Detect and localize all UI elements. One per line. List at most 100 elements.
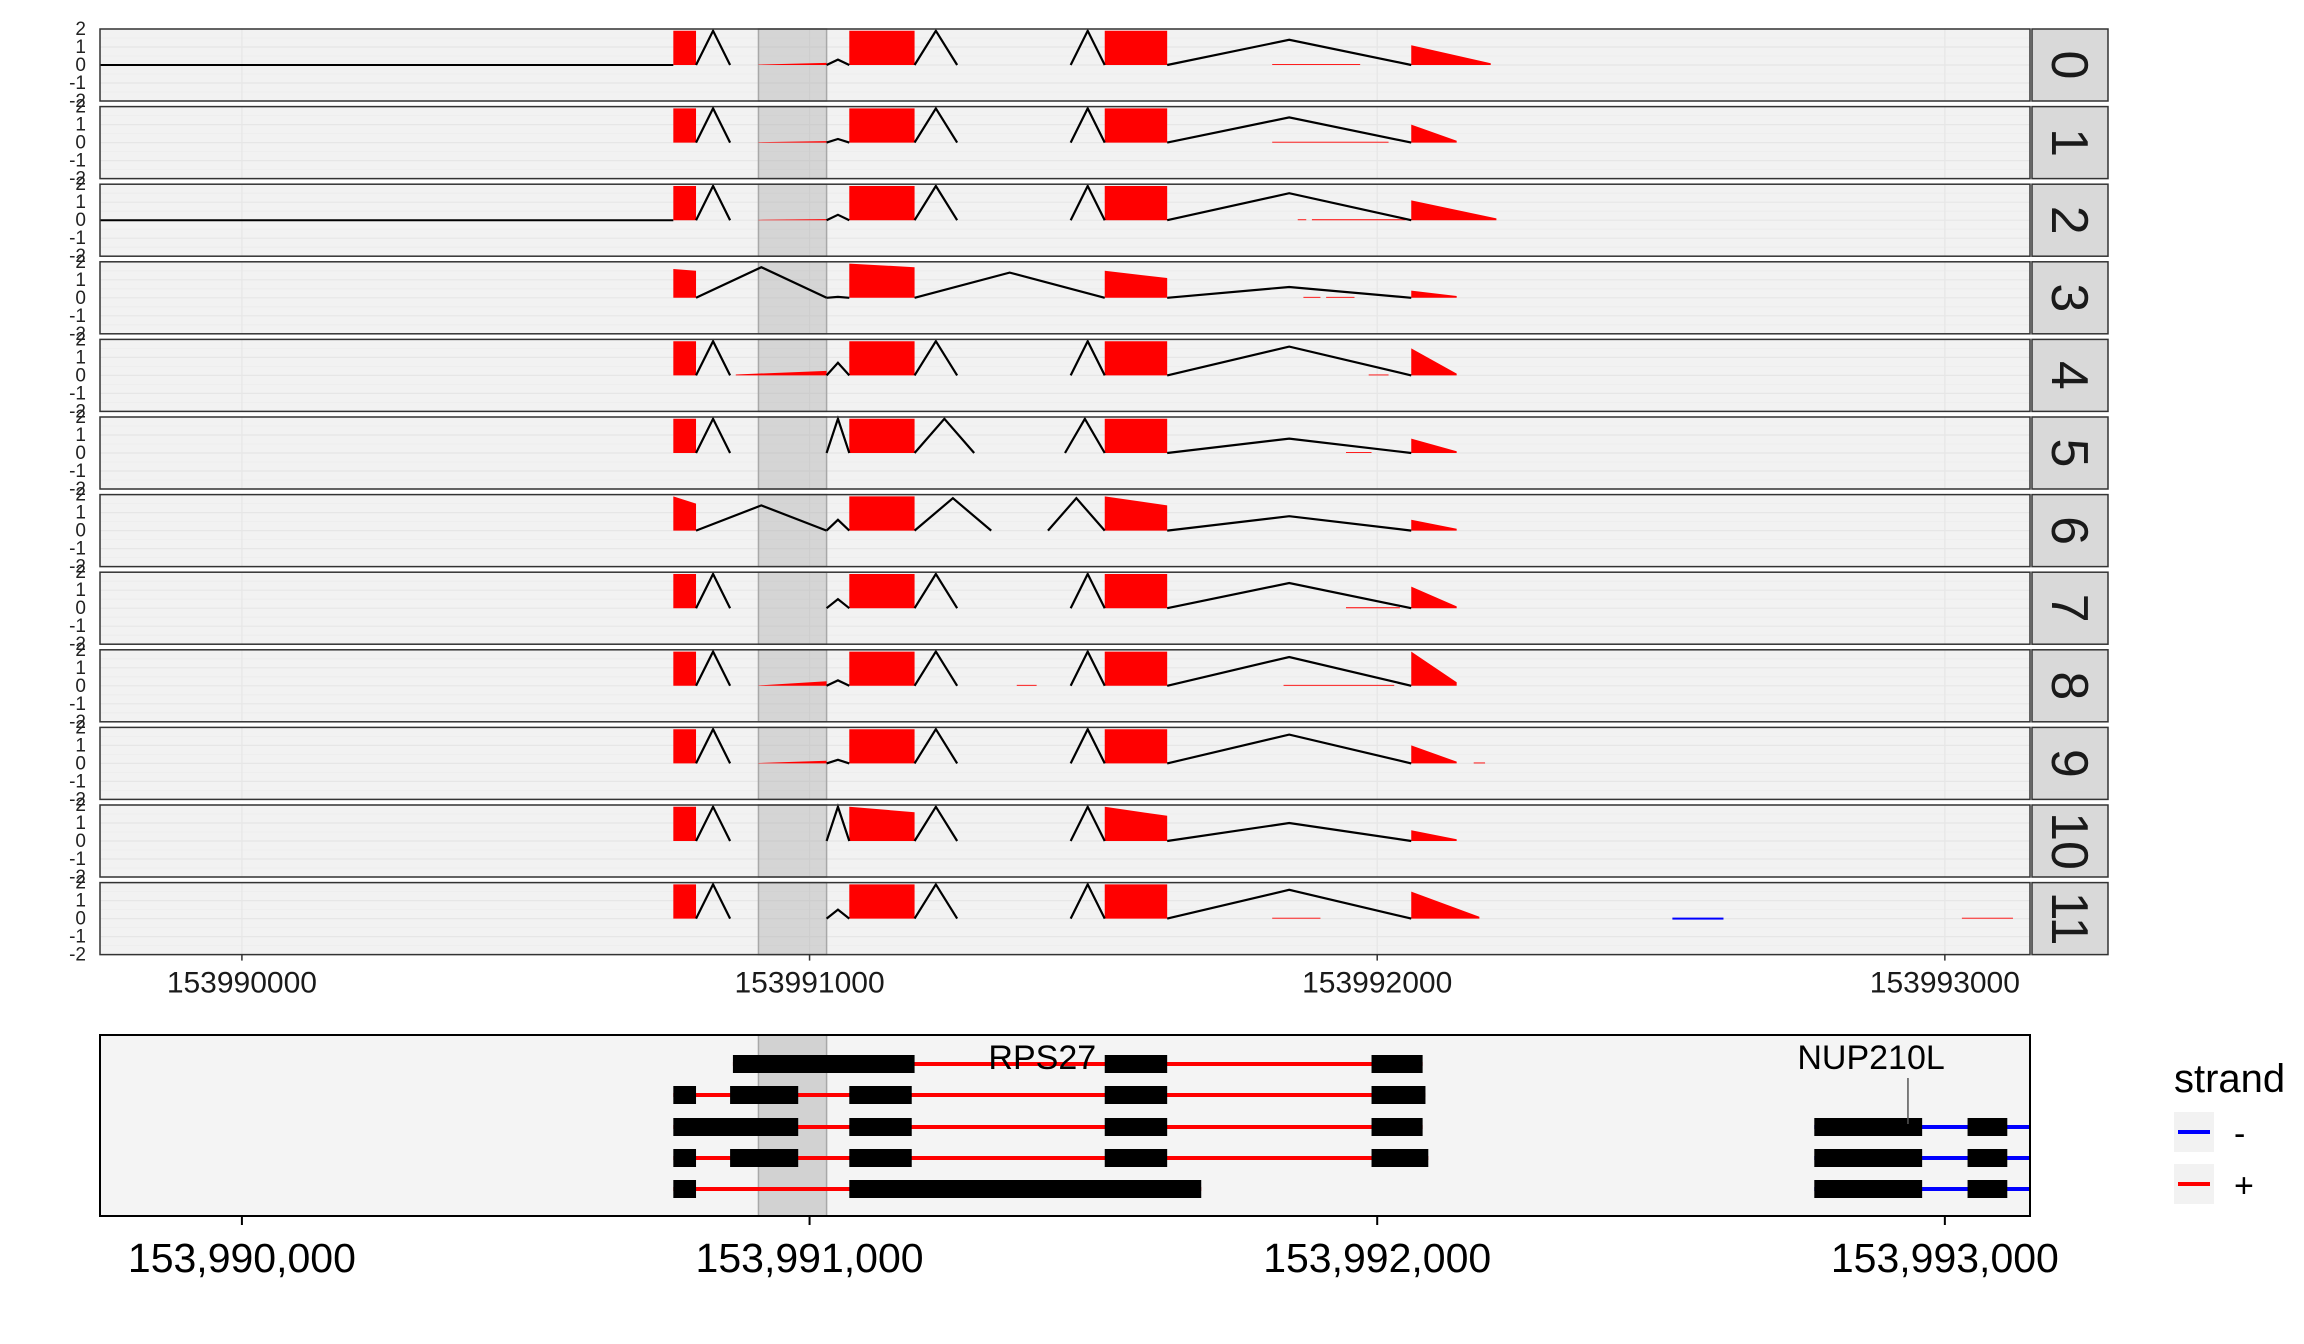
y-tick-label: -1 — [69, 771, 86, 792]
facet-strip — [2031, 261, 2109, 335]
facet-strip — [2031, 571, 2109, 645]
coverage-area — [849, 806, 915, 841]
highlight-region — [757, 804, 828, 878]
coverage-area — [1104, 341, 1168, 376]
exon — [673, 1118, 799, 1136]
junction-arc — [1069, 183, 1106, 221]
panel-9: 210-1-2 9 — [69, 717, 2109, 810]
coverage-area — [1104, 418, 1168, 453]
x-tick-label: 153,991,000 — [696, 1235, 924, 1281]
coverage-area — [673, 884, 697, 919]
y-tick-label: 2 — [75, 717, 86, 738]
junction-arc — [913, 106, 959, 144]
y-tick-label: 1 — [75, 425, 86, 446]
coverage-area — [735, 370, 827, 376]
coverage-area — [673, 574, 697, 609]
coverage-area — [1104, 806, 1168, 841]
facet-label: 0 — [2040, 51, 2098, 80]
y-tick-label: -2 — [69, 557, 86, 578]
y-tick-label: 1 — [75, 658, 86, 679]
x-tick-label: 153992000 — [1302, 967, 1452, 1000]
panel-3: 210-1-2 3 — [69, 252, 2109, 345]
coverage-area — [849, 729, 915, 764]
legend-title: strand — [2174, 1057, 2285, 1101]
junction-arc — [913, 571, 959, 609]
coverage-area — [1411, 830, 1457, 841]
panel-7: 210-1-2 7 — [69, 562, 2109, 655]
coverage-area — [758, 62, 827, 65]
junction-arc — [1047, 496, 1106, 532]
junction-arc — [1166, 581, 1412, 610]
legend-label-minus: - — [2234, 1115, 2245, 1153]
x-tick-label: 153991000 — [734, 967, 884, 1000]
junction-arc — [695, 105, 732, 144]
panel-5: 210-1-2 5 — [69, 407, 2109, 500]
junction-arc — [913, 882, 959, 920]
coverage-area — [1104, 496, 1168, 531]
coverage-area — [1411, 586, 1457, 609]
exon — [1371, 1055, 1423, 1073]
facet-strip — [2031, 183, 2109, 257]
exon — [673, 1149, 697, 1167]
panel-border — [99, 881, 2031, 956]
transcript — [1814, 1149, 2030, 1167]
coverage-area — [849, 496, 915, 531]
facet-strip — [2031, 649, 2109, 723]
facet-strip — [2031, 804, 2109, 878]
exon — [673, 1086, 697, 1104]
y-tick-label: -1 — [69, 539, 86, 560]
y-tick-label: 1 — [75, 813, 86, 834]
panel-border — [99, 105, 2031, 180]
coverage-panels: 210-1-20210-1-21210-1-22210-1-23210-1-24… — [69, 19, 2109, 966]
coverage-area — [1104, 186, 1168, 221]
exon — [673, 1180, 697, 1198]
junction-arc — [913, 183, 959, 221]
panel-border — [99, 183, 2031, 257]
junction-arc — [1166, 192, 1412, 222]
y-tick-label: 2 — [75, 873, 86, 894]
transcript — [1814, 1180, 2030, 1198]
y-tick-label: -1 — [69, 383, 86, 404]
coverage-area — [1272, 141, 1389, 143]
coverage-area — [1961, 917, 2013, 919]
junction-arc — [695, 416, 732, 454]
highlight-region — [757, 261, 828, 335]
junction-arc — [826, 58, 850, 66]
coverage-area — [673, 30, 697, 65]
coverage-area — [1345, 607, 1400, 609]
junction-arc — [1069, 571, 1106, 609]
y-tick-label: 1 — [75, 891, 86, 912]
panel-border — [99, 726, 2031, 801]
junction-arc — [825, 518, 851, 532]
transcript — [673, 1149, 1429, 1167]
y-tick-label: -1 — [69, 849, 86, 870]
coverage-area — [673, 341, 697, 376]
junction-arc — [695, 338, 732, 376]
coverage-area — [1297, 219, 1307, 221]
exon — [1371, 1086, 1426, 1104]
junction-arc — [825, 361, 851, 377]
junction-arc — [1069, 338, 1106, 376]
junction-arc — [695, 649, 732, 687]
panel-border — [99, 649, 2031, 723]
facet-strip — [2031, 28, 2109, 102]
coverage-area — [758, 681, 827, 686]
junction-arc — [695, 183, 732, 221]
coverage-area — [673, 108, 697, 143]
coverage-area — [1368, 374, 1389, 376]
coverage-area — [1411, 45, 1491, 65]
junction-arc — [826, 213, 850, 222]
coverage-area — [849, 341, 915, 376]
y-tick-label: -2 — [69, 324, 86, 345]
facet-label: 8 — [2040, 671, 2098, 700]
exon — [1104, 1118, 1168, 1136]
highlight-region — [757, 881, 828, 956]
coverage-area — [1345, 452, 1372, 453]
y-tick-label: 0 — [75, 133, 86, 154]
highlight-region — [757, 571, 828, 645]
exon — [1371, 1118, 1423, 1136]
y-tick-label: 1 — [75, 347, 86, 368]
coverage-area — [849, 884, 915, 919]
junction-arc — [826, 679, 850, 687]
y-tick-label: 0 — [75, 55, 86, 76]
